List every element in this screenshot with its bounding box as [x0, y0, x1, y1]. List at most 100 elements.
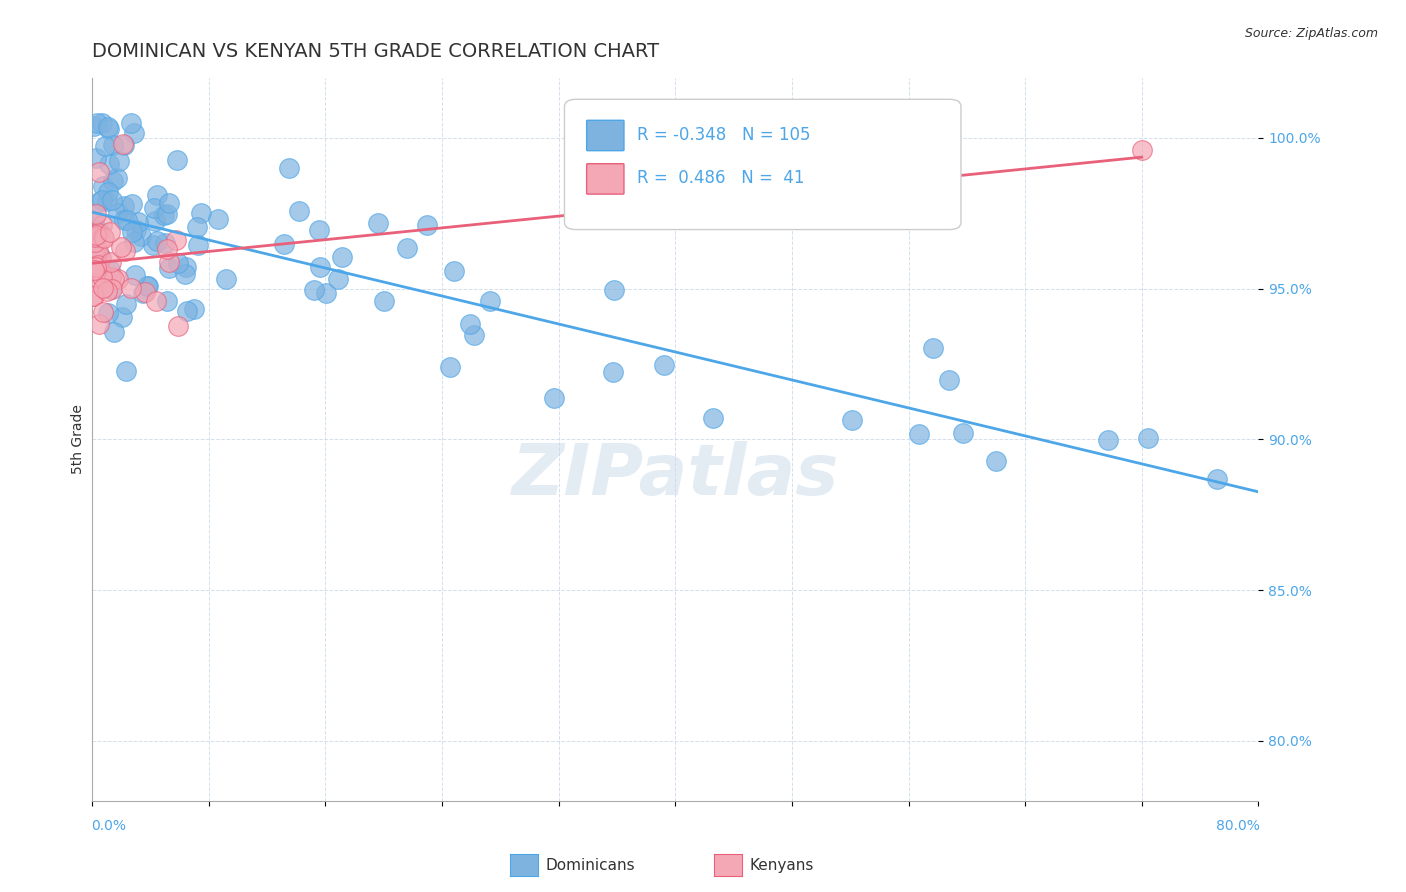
Point	[165, 234, 187, 248]
Point	[83, 119, 105, 133]
Point	[215, 272, 238, 286]
Point	[167, 256, 190, 270]
Point	[142, 238, 165, 252]
Point	[87, 195, 110, 210]
Point	[143, 214, 166, 228]
Point	[654, 358, 676, 372]
Point	[463, 327, 485, 342]
Text: Source: ZipAtlas.com: Source: ZipAtlas.com	[1244, 27, 1378, 40]
Point	[952, 426, 974, 441]
Text: 0.0%: 0.0%	[91, 820, 127, 833]
Point	[100, 255, 122, 269]
Point	[107, 206, 129, 220]
Point	[121, 196, 143, 211]
Point	[146, 234, 169, 248]
Point	[90, 218, 112, 232]
FancyBboxPatch shape	[586, 120, 624, 151]
Point	[91, 178, 114, 193]
Point	[89, 249, 111, 263]
Point	[156, 242, 179, 256]
Text: R =  0.486   N =  41: R = 0.486 N = 41	[637, 169, 804, 187]
Point	[114, 137, 136, 152]
Point	[921, 342, 943, 356]
Point	[125, 223, 148, 237]
Point	[98, 226, 121, 240]
Point	[124, 268, 146, 282]
Point	[87, 277, 110, 291]
Point	[304, 283, 326, 297]
Point	[1097, 433, 1119, 447]
Point	[100, 269, 122, 284]
Point	[86, 258, 108, 272]
Point	[114, 364, 136, 378]
Point	[602, 366, 624, 380]
Point	[90, 116, 112, 130]
Point	[1205, 472, 1227, 486]
Point	[97, 120, 120, 135]
Point	[207, 211, 229, 226]
Point	[122, 126, 145, 140]
Point	[315, 286, 337, 301]
Point	[94, 138, 117, 153]
Point	[938, 373, 960, 387]
FancyBboxPatch shape	[586, 164, 624, 194]
Point	[156, 207, 179, 221]
Point	[145, 187, 167, 202]
FancyBboxPatch shape	[564, 99, 960, 229]
Point	[186, 220, 208, 235]
Point	[84, 230, 107, 244]
Point	[478, 293, 501, 308]
Point	[122, 235, 145, 249]
Text: ZIPatlas: ZIPatlas	[512, 441, 839, 510]
Point	[439, 359, 461, 374]
Point	[114, 244, 136, 258]
Point	[367, 216, 389, 230]
Point	[136, 279, 159, 293]
Point	[110, 239, 132, 253]
Point	[120, 281, 142, 295]
Point	[89, 226, 111, 240]
Point	[86, 249, 108, 263]
Point	[90, 251, 112, 265]
Point	[83, 289, 105, 303]
Point	[121, 225, 143, 239]
Point	[132, 286, 155, 301]
Point	[84, 223, 107, 237]
Point	[86, 227, 108, 241]
Point	[86, 240, 108, 254]
Point	[156, 293, 179, 308]
Point	[127, 215, 149, 229]
Point	[112, 136, 135, 151]
Point	[373, 293, 395, 308]
Point	[157, 255, 180, 269]
Point	[96, 305, 118, 319]
Text: DOMINICAN VS KENYAN 5TH GRADE CORRELATION CHART: DOMINICAN VS KENYAN 5TH GRADE CORRELATIO…	[93, 42, 659, 61]
Point	[112, 212, 135, 227]
Point	[103, 325, 125, 339]
Point	[416, 218, 439, 232]
Point	[152, 208, 174, 222]
Point	[120, 116, 142, 130]
Point	[115, 213, 138, 227]
Point	[277, 161, 299, 176]
Point	[458, 317, 481, 331]
Point	[603, 283, 626, 297]
Point	[83, 230, 105, 244]
Point	[84, 260, 107, 275]
Point	[176, 260, 198, 274]
Point	[89, 165, 111, 179]
Y-axis label: 5th Grade: 5th Grade	[72, 404, 86, 475]
Point	[90, 265, 112, 279]
Point	[84, 224, 107, 238]
Point	[97, 186, 120, 200]
Point	[89, 225, 111, 239]
Point	[288, 204, 311, 219]
Point	[87, 244, 110, 259]
Point	[96, 194, 118, 208]
Point	[1130, 143, 1153, 157]
Point	[86, 116, 108, 130]
Point	[396, 241, 419, 255]
Point	[103, 138, 125, 153]
Point	[91, 229, 114, 244]
Point	[115, 297, 138, 311]
